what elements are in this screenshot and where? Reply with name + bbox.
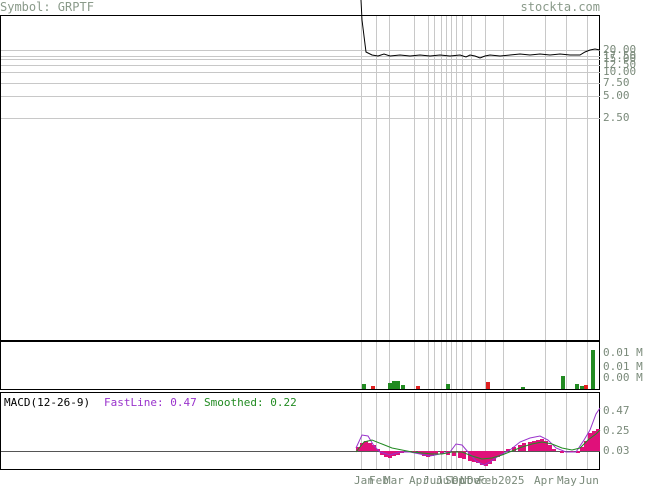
macd-hist-bar-51 xyxy=(596,429,600,451)
x-label-8: Nov xyxy=(460,474,480,486)
macd-hist-bar-4 xyxy=(372,445,376,451)
x-label-5: Jul xyxy=(436,474,456,486)
macd-hist-bar-50 xyxy=(592,431,596,451)
price-tick-4: 10.00 xyxy=(603,65,636,78)
macd-hist-bar-20 xyxy=(452,451,456,456)
x-label-3: Apr xyxy=(409,474,429,486)
x-label-6: Sep xyxy=(445,474,465,486)
x-label-9: Dec xyxy=(467,474,487,486)
price-panel-frame xyxy=(0,15,600,341)
price-tick-7: 2.50 xyxy=(603,111,630,124)
macd-hist-bar-28 xyxy=(488,451,492,464)
marks-layer xyxy=(355,0,601,466)
macd-hist-bar-18 xyxy=(440,451,444,454)
volume-tick-1: 0.01 M xyxy=(603,360,643,373)
volume-bar-7 xyxy=(446,384,450,389)
x-label-7: Oct xyxy=(452,474,472,486)
volume-bar-6 xyxy=(416,386,420,389)
macd-hist-bar-46 xyxy=(576,451,580,453)
volume-bar-9 xyxy=(521,387,525,389)
price-tick-3: 12.50 xyxy=(603,58,636,71)
macd-hist-bar-41 xyxy=(548,445,552,451)
macd-hist-bar-49 xyxy=(588,433,592,451)
macd-hist-bar-3 xyxy=(368,443,372,451)
macd-hist-bar-38 xyxy=(536,440,540,451)
volume-bar-14 xyxy=(591,350,595,389)
x-label-1: Feb xyxy=(369,474,389,486)
macd-hist-bar-44 xyxy=(560,451,564,453)
macd-hist-bar-42 xyxy=(552,449,556,451)
macd-hist-bar-21 xyxy=(458,451,462,458)
macd-smooth-label: Smoothed: 0.22 xyxy=(204,396,297,409)
x-label-4: Jun xyxy=(423,474,443,486)
macd-hist-bar-36 xyxy=(528,442,532,451)
symbol-label: Symbol: GRPTF xyxy=(0,0,94,14)
macd-hist-bar-17 xyxy=(434,451,438,454)
macd-hist-bar-40 xyxy=(544,441,548,451)
macd-hist-bar-39 xyxy=(540,439,544,451)
volume-bar-0 xyxy=(362,384,366,389)
macd-hist-bar-32 xyxy=(506,449,510,451)
macd-hist-bar-31 xyxy=(500,451,504,455)
volume-bar-8 xyxy=(486,382,490,389)
macd-hist-bar-23 xyxy=(468,451,472,461)
macd-hist-bar-35 xyxy=(522,443,526,451)
price-tick-1: 17.50 xyxy=(603,49,636,62)
macd-hist-bar-29 xyxy=(492,451,496,461)
macd-hist-bar-33 xyxy=(512,447,516,451)
macd-smooth-line xyxy=(355,429,601,460)
grid-layer xyxy=(1,16,600,469)
price-tick-6: 5.00 xyxy=(603,89,630,102)
volume-tick-2: 0.00 M xyxy=(603,371,643,384)
volume-bar-2 xyxy=(388,383,392,389)
macd-hist-bar-47 xyxy=(580,447,584,451)
volume-bar-1 xyxy=(371,386,375,389)
volume-panel-frame xyxy=(0,341,600,390)
macd-tick-2: 0.03 xyxy=(603,444,630,457)
macd-fast-label: FastLine: 0.47 xyxy=(104,396,197,409)
macd-hist-bar-25 xyxy=(476,451,480,463)
macd-tick-0: 0.47 xyxy=(603,404,630,417)
x-label-11: 2025 xyxy=(498,474,525,486)
volume-bar-13 xyxy=(584,385,588,389)
macd-hist-bar-48 xyxy=(584,441,588,451)
x-label-13: May xyxy=(557,474,577,486)
volume-bar-11 xyxy=(575,384,579,389)
x-label-10: Feb xyxy=(478,474,498,486)
volume-tick-0: 0.01 M xyxy=(603,346,643,359)
price-line xyxy=(360,0,601,59)
macd-tick-1: 0.25 xyxy=(603,424,630,437)
site-label: stockta.com xyxy=(520,0,600,14)
macd-hist-bar-2 xyxy=(364,441,368,451)
volume-bar-3 xyxy=(392,381,396,389)
macd-hist-bar-37 xyxy=(532,441,536,451)
volume-bar-12 xyxy=(580,386,584,389)
volume-bar-10 xyxy=(561,376,565,389)
macd-panel-frame xyxy=(0,392,600,470)
x-label-2: Mar xyxy=(384,474,404,486)
volume-bar-4 xyxy=(396,381,400,389)
macd-hist-bar-30 xyxy=(496,451,500,457)
macd-hist-bar-26 xyxy=(480,451,484,465)
macd-hist-bar-1 xyxy=(360,443,364,451)
volume-bar-5 xyxy=(401,385,405,389)
macd-hist-bar-22 xyxy=(462,451,466,459)
x-label-0: Jan xyxy=(354,474,374,486)
price-tick-5: 7.50 xyxy=(603,76,630,89)
macd-fast-line xyxy=(355,407,601,466)
price-tick-2: 15.00 xyxy=(603,52,636,65)
x-label-14: Jun xyxy=(579,474,599,486)
x-label-12: Apr xyxy=(534,474,554,486)
macd-title: MACD(12-26-9) xyxy=(4,396,90,409)
price-tick-0: 20.00 xyxy=(603,43,636,56)
